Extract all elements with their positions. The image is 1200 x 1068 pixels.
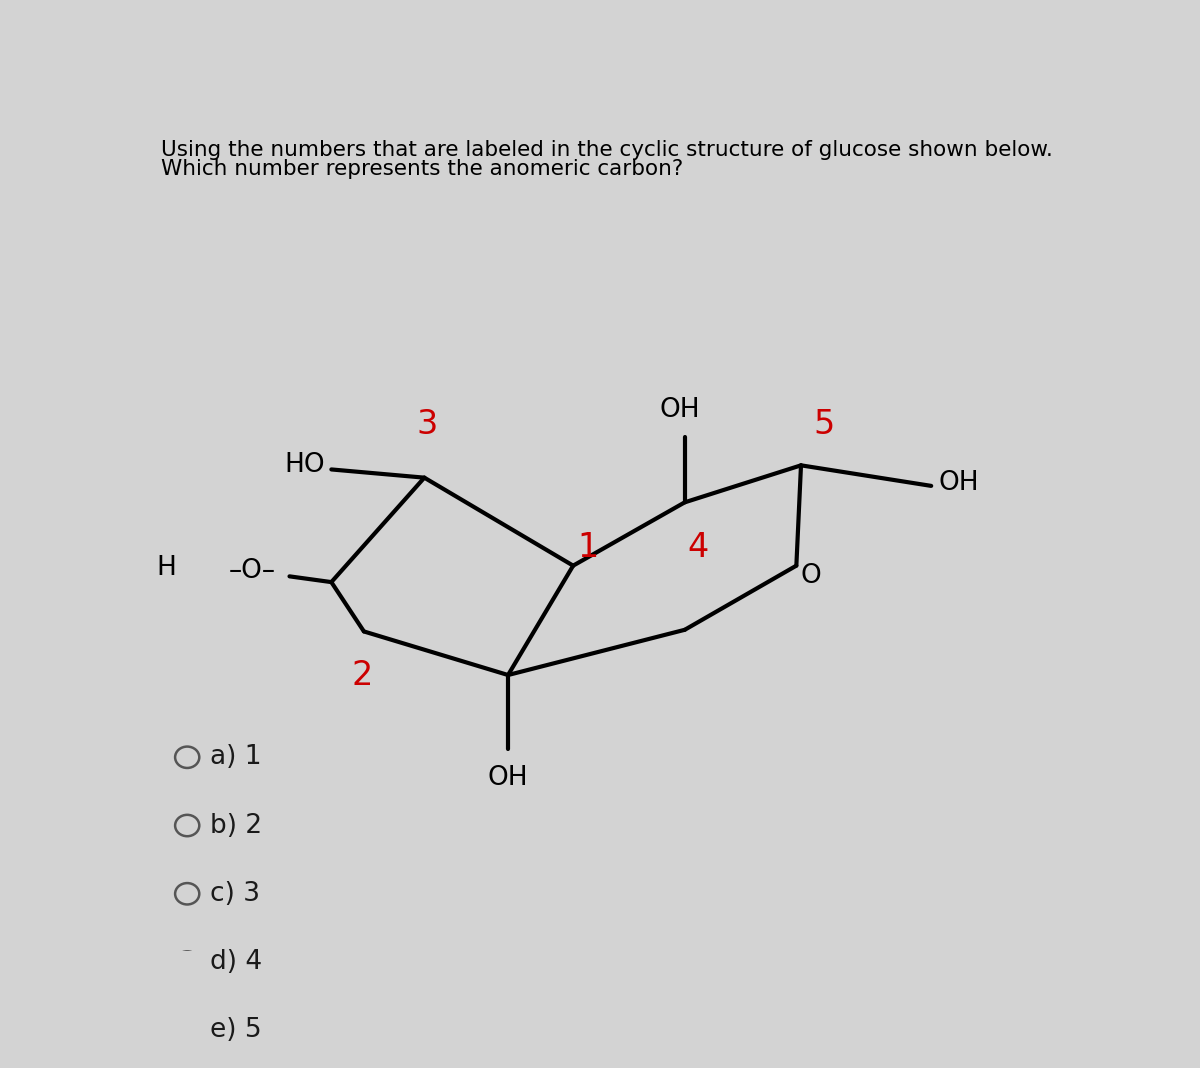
Text: 1: 1 <box>578 531 599 564</box>
Text: 5: 5 <box>814 408 834 441</box>
Text: Which number represents the anomeric carbon?: Which number represents the anomeric car… <box>161 159 684 179</box>
Text: b) 2: b) 2 <box>210 813 263 838</box>
Text: –O–: –O– <box>229 557 276 583</box>
Text: d) 4: d) 4 <box>210 949 263 975</box>
Text: OH: OH <box>938 470 979 497</box>
Text: Using the numbers that are labeled in the cyclic structure of glucose shown belo: Using the numbers that are labeled in th… <box>161 141 1054 160</box>
Text: O: O <box>802 563 822 588</box>
Text: a) 1: a) 1 <box>210 744 262 770</box>
Text: 3: 3 <box>416 408 438 441</box>
Text: OH: OH <box>660 396 701 423</box>
Text: 2: 2 <box>352 659 373 692</box>
Text: HO: HO <box>284 453 325 478</box>
Text: H: H <box>156 555 176 581</box>
Text: e) 5: e) 5 <box>210 1018 262 1043</box>
Text: OH: OH <box>487 766 528 791</box>
Text: 4: 4 <box>688 531 709 564</box>
Text: c) 3: c) 3 <box>210 881 260 907</box>
